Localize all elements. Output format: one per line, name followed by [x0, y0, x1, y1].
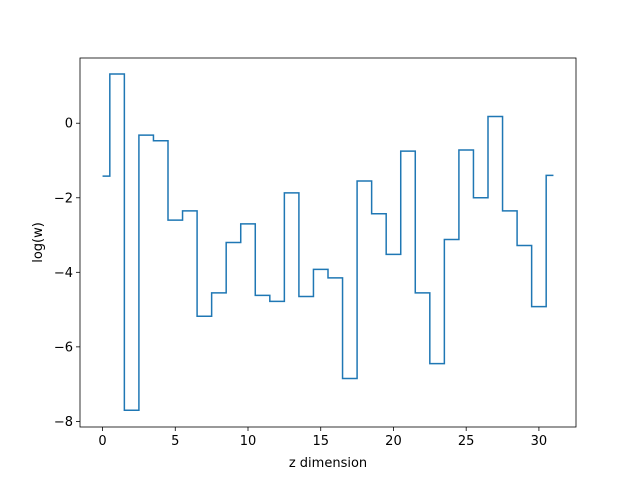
x-axis-label: z dimension: [289, 456, 367, 471]
y-tick-label: −4: [54, 266, 73, 281]
x-tick-label: 0: [98, 434, 106, 449]
x-tick-label: 10: [240, 434, 257, 449]
y-axis-ticks: −8 −6 −4 −2 0: [54, 117, 80, 430]
y-tick-label: −6: [54, 340, 73, 355]
x-tick-label: 5: [171, 434, 179, 449]
plot-frame: [79, 57, 577, 428]
x-tick-label: 15: [312, 434, 329, 449]
x-axis-ticks: 0 5 10 15 20 25 30: [98, 427, 547, 449]
y-tick-label: −2: [54, 191, 73, 206]
y-tick-label: 0: [65, 117, 73, 132]
y-tick-label: −8: [54, 415, 73, 430]
y-axis-label: log(w): [31, 222, 46, 263]
series-layer: [102, 73, 554, 411]
series-line: [102, 73, 554, 411]
x-tick-label: 25: [458, 434, 475, 449]
x-tick-label: 30: [531, 434, 548, 449]
x-tick-label: 20: [385, 434, 402, 449]
